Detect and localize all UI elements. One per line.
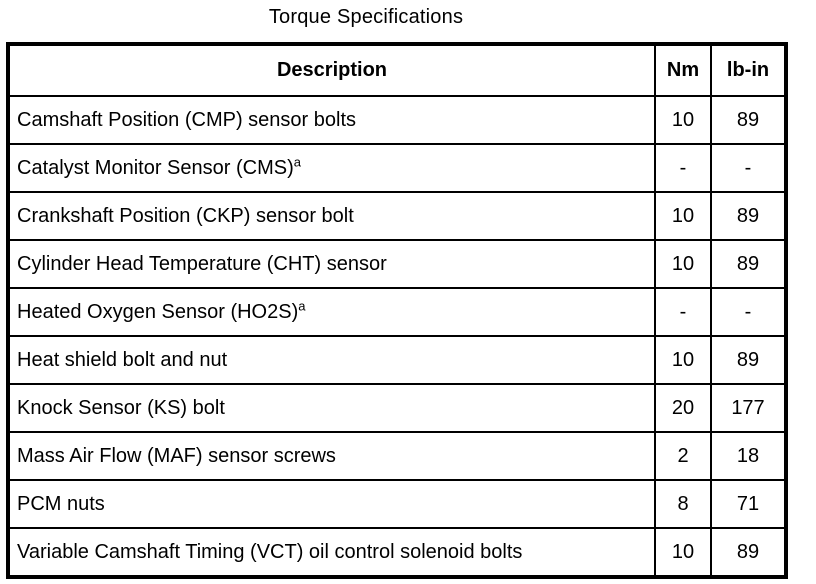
table-row: PCM nuts 8 71	[7, 479, 787, 529]
column-header-lb-in: lb-in	[710, 43, 787, 97]
description-cell: Catalyst Monitor Sensor (CMS)a	[7, 143, 656, 193]
description-cell: Crankshaft Position (CKP) sensor bolt	[7, 191, 656, 241]
description-cell: Heat shield bolt and nut	[7, 335, 656, 385]
description-cell: PCM nuts	[7, 479, 656, 529]
torque-specifications-table: Description Nm lb-in Camshaft Position (…	[6, 42, 788, 579]
lb-in-value-cell: -	[710, 287, 787, 337]
table-row: Mass Air Flow (MAF) sensor screws 2 18	[7, 431, 787, 481]
lb-in-value-cell: 89	[710, 239, 787, 289]
nm-value-cell: -	[654, 143, 712, 193]
description-cell: Mass Air Flow (MAF) sensor screws	[7, 431, 656, 481]
table-row: Variable Camshaft Timing (VCT) oil contr…	[7, 527, 787, 578]
lb-in-value-cell: 89	[710, 527, 787, 578]
description-cell: Camshaft Position (CMP) sensor bolts	[7, 95, 656, 145]
description-cell: Cylinder Head Temperature (CHT) sensor	[7, 239, 656, 289]
column-header-description: Description	[7, 43, 656, 97]
footnote-marker: a	[293, 153, 301, 169]
page-title: Torque Specifications	[268, 6, 464, 28]
nm-value-cell: 8	[654, 479, 712, 529]
description-cell: Heated Oxygen Sensor (HO2S)a	[7, 287, 656, 337]
column-header-nm: Nm	[654, 43, 712, 97]
table-body: Camshaft Position (CMP) sensor bolts 10 89…	[7, 95, 787, 578]
nm-value-cell: 10	[654, 527, 712, 578]
table-row: Crankshaft Position (CKP) sensor bolt 10 8…	[7, 191, 787, 241]
lb-in-value-cell: 89	[710, 95, 787, 145]
lb-in-value-cell: 177	[710, 383, 787, 433]
nm-value-cell: 10	[654, 95, 712, 145]
nm-value-cell: 10	[654, 335, 712, 385]
nm-value-cell: 2	[654, 431, 712, 481]
lb-in-value-cell: 71	[710, 479, 787, 529]
nm-value-cell: 20	[654, 383, 712, 433]
nm-value-cell: -	[654, 287, 712, 337]
footnote-marker: a	[298, 297, 306, 313]
table-row: Catalyst Monitor Sensor (CMS)a - -	[7, 143, 787, 193]
table-row: Heated Oxygen Sensor (HO2S)a - -	[7, 287, 787, 337]
table-row: Heat shield bolt and nut 10 89	[7, 335, 787, 385]
lb-in-value-cell: 89	[710, 191, 787, 241]
lb-in-value-cell: 18	[710, 431, 787, 481]
table-row: Knock Sensor (KS) bolt 20 177	[7, 383, 787, 433]
description-cell: Variable Camshaft Timing (VCT) oil contr…	[7, 527, 656, 578]
nm-value-cell: 10	[654, 191, 712, 241]
lb-in-value-cell: 89	[710, 335, 787, 385]
table-header-row: Description Nm lb-in	[7, 43, 787, 97]
nm-value-cell: 10	[654, 239, 712, 289]
description-cell: Knock Sensor (KS) bolt	[7, 383, 656, 433]
table-row: Camshaft Position (CMP) sensor bolts 10 89	[7, 95, 787, 145]
lb-in-value-cell: -	[710, 143, 787, 193]
table-row: Cylinder Head Temperature (CHT) sensor 10…	[7, 239, 787, 289]
